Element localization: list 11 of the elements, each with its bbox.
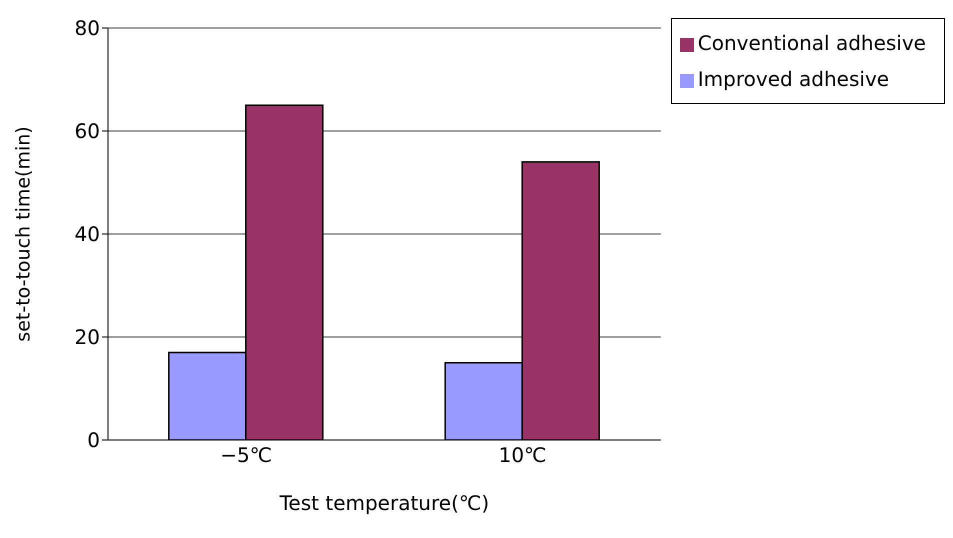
y-tick-label: 20 — [74, 325, 100, 350]
y-tick-label: 0 — [87, 428, 100, 452]
x-tick-label: −5℃ — [220, 443, 272, 468]
y-tick-label: 40 — [74, 222, 100, 246]
y-tick-label: 80 — [74, 16, 100, 40]
y-axis-title: set-to-touch time(min) — [12, 126, 35, 342]
x-axis-title: Test temperature(℃) — [278, 491, 490, 515]
y-tick-label: 60 — [74, 119, 100, 144]
legend-label: Conventional adhesive — [698, 31, 926, 55]
legend-label: Improved adhesive — [698, 67, 890, 91]
x-tick-label: 10℃ — [498, 443, 547, 468]
